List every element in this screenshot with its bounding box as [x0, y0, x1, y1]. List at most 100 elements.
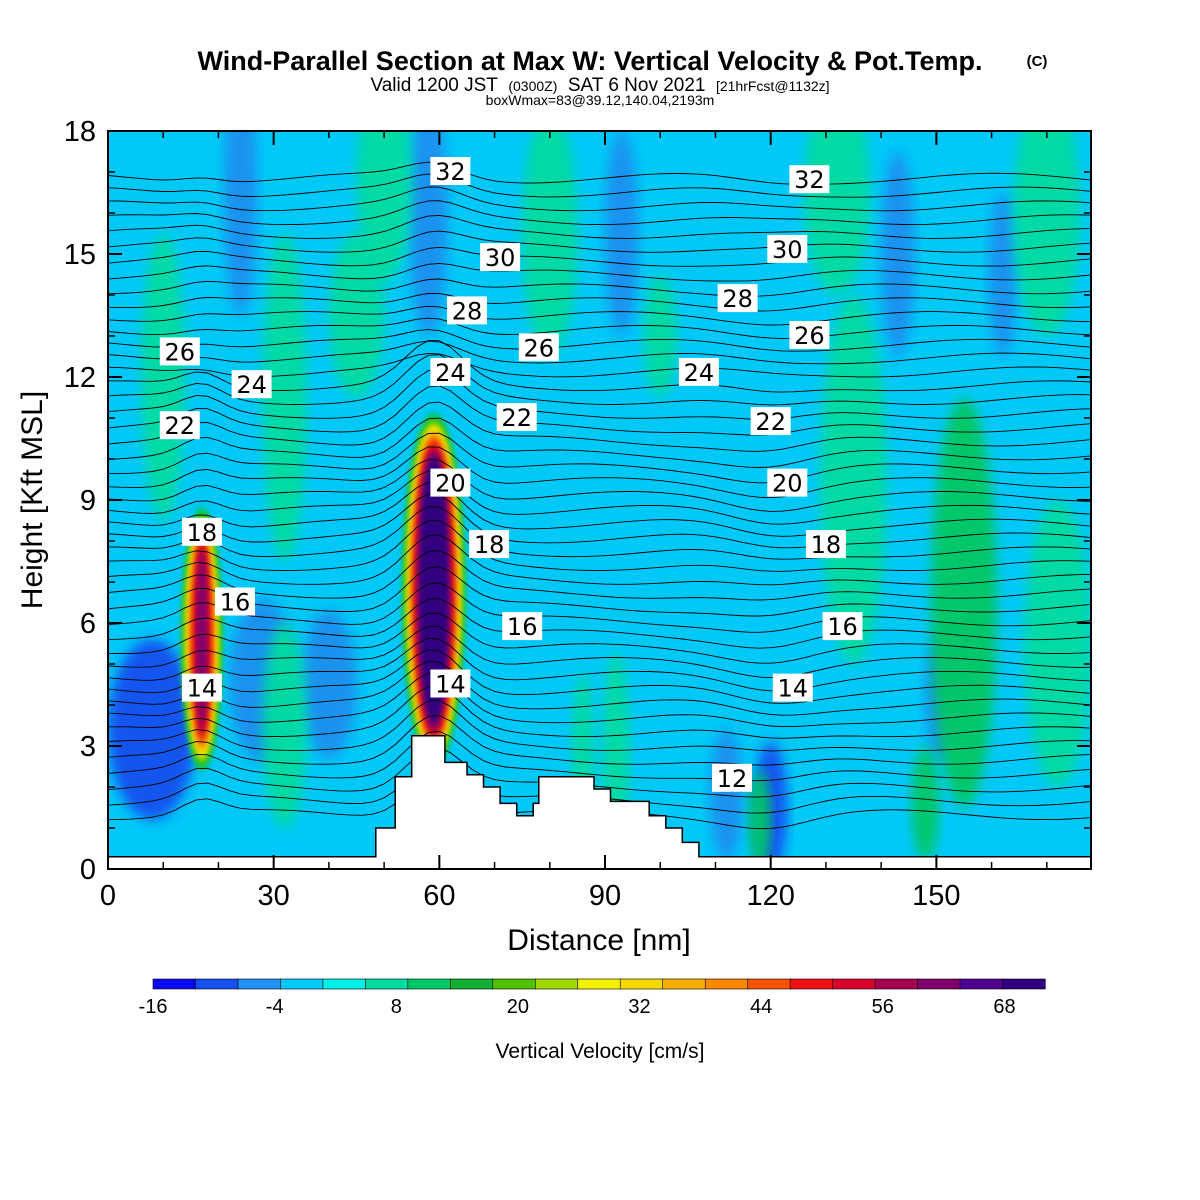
- theta-label-box: [480, 243, 521, 272]
- theta-contour-line: [108, 672, 1091, 728]
- theta-label-box: [447, 296, 487, 325]
- theta-contour-line: [108, 506, 1091, 560]
- velocity-region: [1024, 500, 1091, 787]
- theta-label-text: 20: [772, 470, 803, 498]
- theta-contour-line: [108, 246, 1091, 267]
- colorbar-swatch: [322, 978, 366, 990]
- theta-label: 18: [805, 530, 846, 559]
- theta-label-text: 22: [501, 404, 532, 432]
- theta-contour-line: [108, 582, 1091, 633]
- theta-label: 14: [772, 673, 813, 703]
- theta-label-text: 14: [778, 675, 809, 703]
- theta-label-text: 22: [755, 408, 786, 436]
- theta-contour-line: [108, 401, 1091, 452]
- colorbar-swatch: [704, 978, 749, 990]
- colorbar-tick-label: 68: [993, 996, 1015, 1018]
- theta-label: 30: [767, 234, 808, 264]
- colorbar-swatch: [492, 978, 536, 990]
- theta-label-box: [678, 357, 719, 386]
- theta-contour-line: [108, 550, 1091, 601]
- theta-label: 28: [717, 284, 758, 313]
- theta-contour-line: [108, 715, 1091, 766]
- theta-contour-line: [108, 446, 1091, 499]
- theta-label: 20: [767, 468, 808, 498]
- theta-label-box: [181, 673, 222, 702]
- velocity-region: [643, 274, 677, 398]
- velocity-region: [408, 131, 448, 336]
- colorbar-swatch: [832, 978, 876, 990]
- theta-label: 22: [159, 411, 200, 440]
- theta-label: 18: [469, 530, 510, 559]
- theta-label: 20: [430, 468, 471, 498]
- theta-label-box: [767, 234, 808, 263]
- theta-contour-line: [108, 417, 1091, 468]
- x-tick-label: 120: [747, 880, 795, 912]
- theta-label: 14: [430, 669, 471, 699]
- colorbar-swatch: [450, 978, 494, 990]
- colorbar-swatch: [577, 978, 621, 990]
- theta-contour-line: [108, 660, 1091, 716]
- colorbar: -16 -4 8 20 32 44 56 68: [139, 978, 1046, 1018]
- theta-label-box: [430, 669, 471, 698]
- theta-label-box: [469, 530, 510, 559]
- theta-contour-line: [108, 329, 1091, 352]
- theta-label-text: 16: [827, 613, 858, 641]
- x-tick-label: 90: [589, 880, 621, 912]
- theta-label: 14: [181, 673, 222, 703]
- y-tick-label: 15: [64, 239, 96, 271]
- y-axis-title: Height [Kft MSL]: [16, 391, 49, 609]
- theta-contour-line: [108, 340, 1091, 365]
- theta-contour-line: [108, 305, 1091, 326]
- colorbar-swatch: [407, 978, 451, 990]
- box-info: boxWmax=83@39.12,140.04,2193m: [486, 92, 715, 108]
- theta-label-box: [181, 517, 222, 546]
- theta-label: 26: [159, 337, 200, 366]
- colorbar-tick-label: 20: [507, 996, 529, 1018]
- valid-suffix: SAT 6 Nov 2021: [568, 75, 706, 96]
- theta-contour-line: [108, 186, 1091, 212]
- colorbar-swatch: [959, 978, 1004, 990]
- theta-contour-line: [108, 637, 1091, 692]
- chart-title: Wind-Parallel Section at Max W: Vertical…: [198, 46, 983, 76]
- velocity-region: [108, 639, 197, 820]
- theta-contour-line: [108, 481, 1091, 537]
- colorbar-tick-label: 8: [391, 996, 402, 1018]
- colorbar-swatch: [534, 978, 579, 990]
- valid-time-line: Valid 1200 JST (0300Z) SAT 6 Nov 2021 [2…: [370, 75, 829, 96]
- colorbar-swatch: [365, 978, 409, 990]
- theta-label-box: [767, 468, 808, 497]
- theta-contour-line: [108, 534, 1091, 586]
- colorbar-swatch: [195, 978, 239, 990]
- y-tick-label: 3: [80, 731, 96, 763]
- y-tick-label: 12: [64, 362, 96, 394]
- theta-contour-line: [108, 214, 1091, 239]
- theta-label-box: [430, 468, 471, 497]
- x-tick-label: 0: [100, 880, 116, 912]
- terrain: [108, 735, 1091, 869]
- theta-label: 30: [480, 243, 521, 272]
- theta-label: 24: [678, 357, 719, 387]
- theta-label-box: [518, 333, 559, 362]
- theta-contour-line: [108, 200, 1091, 226]
- contour-labels: 12 14 14 14 16 16 16 18 18 18 20 20 22 22 22 24 24 24 26 26…: [159, 157, 863, 793]
- theta-label-box: [231, 370, 272, 399]
- theta-contour-line: [108, 340, 1091, 393]
- updraft-level: [426, 473, 441, 707]
- theta-label-text: 14: [187, 675, 218, 703]
- theta-contour-line: [108, 293, 1091, 312]
- colorbar-swatch: [789, 978, 834, 990]
- theta-contour-line: [108, 354, 1091, 406]
- velocity-region: [930, 397, 998, 808]
- theta-contour-line: [108, 520, 1091, 572]
- valid-prefix: Valid 1200 JST: [370, 75, 498, 96]
- velocity-region: [1013, 131, 1080, 336]
- theta-label-box: [430, 157, 471, 185]
- theta-label: 26: [789, 321, 830, 350]
- theta-label-text: 22: [165, 412, 196, 440]
- theta-label: 16: [822, 612, 863, 641]
- colorbar-swatch: [917, 978, 961, 990]
- theta-label-text: 18: [187, 519, 218, 547]
- theta-label: 16: [502, 612, 543, 641]
- theta-contour-line: [108, 731, 1091, 782]
